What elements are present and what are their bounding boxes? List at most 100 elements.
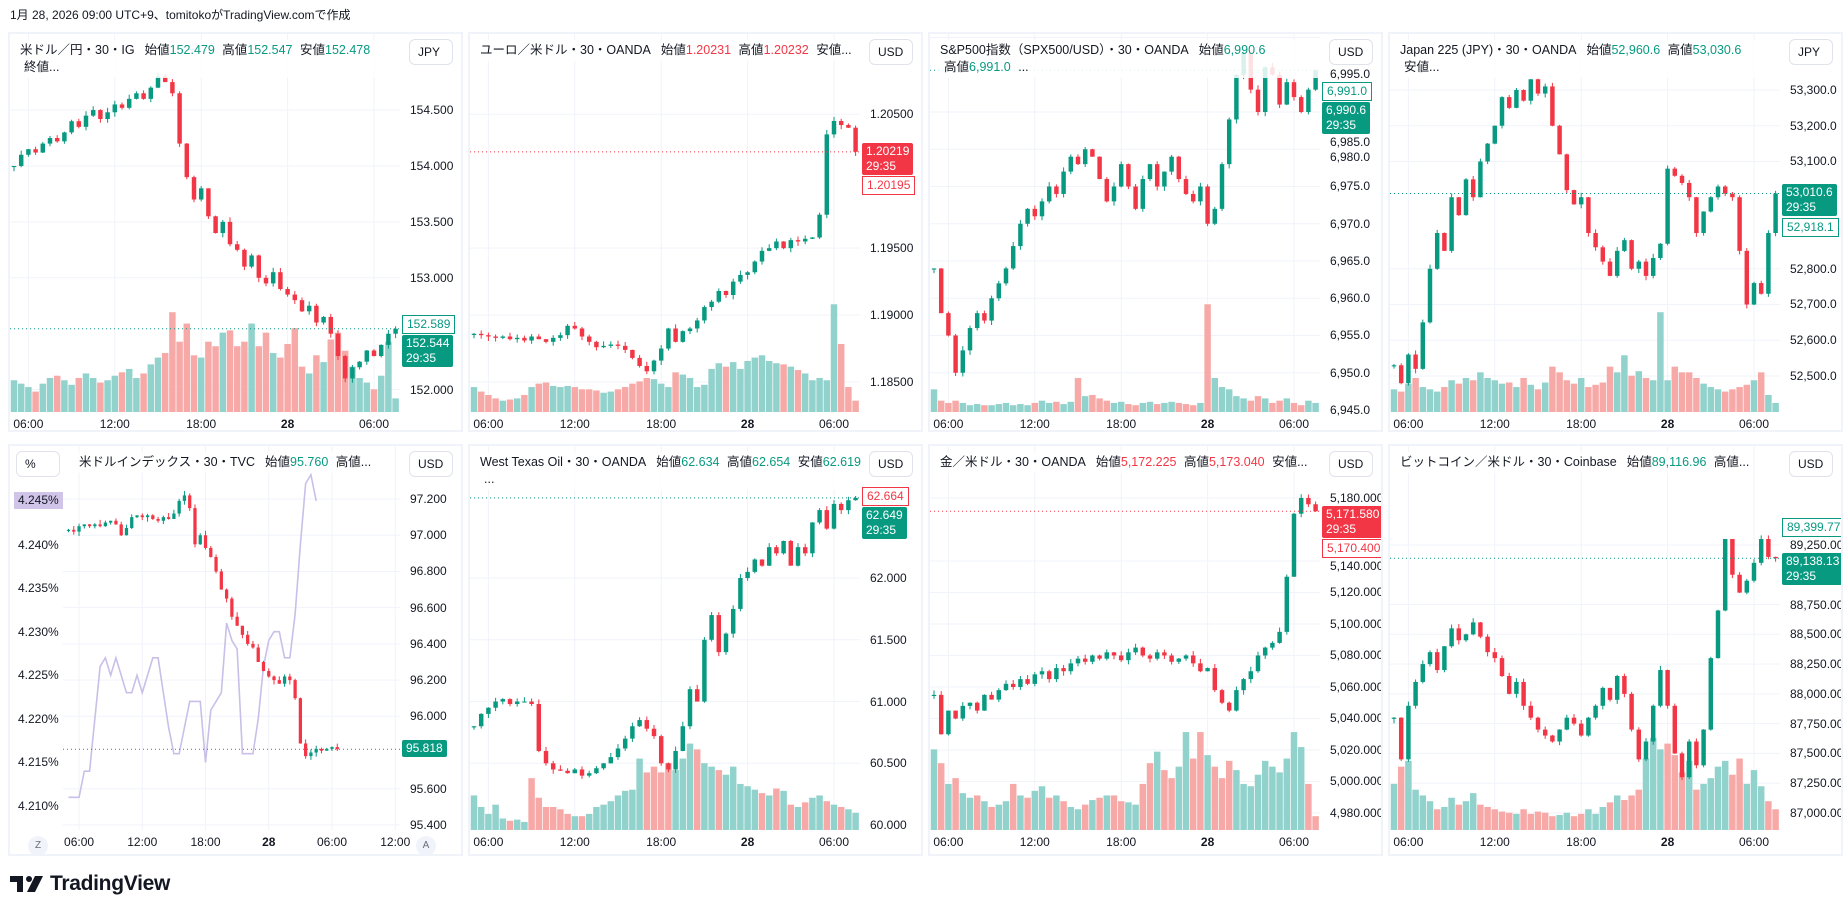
currency-button[interactable]: USD (1789, 451, 1833, 477)
symbol-name[interactable]: West Texas Oil・30・OANDA (480, 455, 647, 469)
candle-body (831, 503, 837, 529)
volume-bar (470, 795, 478, 830)
volume-bar (1290, 732, 1298, 830)
symbol-name[interactable]: ユーロ／米ドル・30・OANDA (480, 43, 651, 57)
volume-bar (852, 400, 859, 412)
chart-panel[interactable]: Japan 225 (JPY)・30・OANDA 始値52,960.6 高値53,… (1388, 32, 1843, 432)
volume-bar (1570, 816, 1578, 830)
plot-area[interactable] (930, 34, 1320, 412)
plot-area[interactable] (1390, 34, 1780, 412)
volume-bar (1549, 816, 1556, 830)
volume-bar (1549, 366, 1556, 412)
plot-area[interactable] (470, 34, 860, 412)
volume-bar (25, 387, 32, 412)
candle-body (1528, 79, 1534, 101)
scale-left-button[interactable]: Z (28, 836, 48, 854)
plot-area[interactable] (930, 446, 1320, 830)
volume-bar (320, 362, 327, 412)
candle-body (82, 524, 86, 527)
volume-bar (715, 770, 723, 830)
symbol-name[interactable]: 米ドルインデックス・30・TVC (79, 455, 256, 469)
tradingview-logo[interactable]: TradingView (10, 872, 170, 896)
volume-bar (1017, 404, 1024, 412)
symbol-name[interactable]: 金／米ドル・30・OANDA (940, 455, 1086, 469)
currency-button[interactable]: USD (409, 451, 453, 477)
unit-button[interactable]: % (16, 451, 60, 477)
candle-body (1478, 161, 1483, 198)
plot-area[interactable] (10, 34, 400, 412)
candle-body (1578, 197, 1584, 205)
price-tick: 88,750.00 (1790, 597, 1843, 612)
volume-bar (1534, 389, 1542, 412)
volume-bar (1441, 387, 1448, 412)
chart-panel[interactable]: ユーロ／米ドル・30・OANDA 始値1.20231 高値1.20232 安値..… (468, 32, 923, 432)
volume-bar (780, 364, 787, 412)
volume-bar (937, 763, 945, 830)
candle-body (1643, 741, 1649, 760)
volume-bar (125, 368, 133, 412)
symbol-name[interactable]: Japan 225 (JPY)・30・OANDA (1400, 43, 1577, 57)
symbol-name[interactable]: ビットコイン／米ドル・30・Coinbase (1400, 455, 1617, 469)
candle-body (1485, 143, 1490, 162)
candle-body (938, 694, 944, 735)
candle-body (644, 720, 650, 729)
bar-countdown: 29:35 (1786, 200, 1817, 215)
tradingview-wordmark: TradingView (50, 872, 171, 895)
symbol-name[interactable]: 米ドル／円・30・IG (20, 43, 135, 57)
symbol-name[interactable]: S&P500指数（SPX500/USD）・30・OANDA (940, 43, 1189, 57)
price-tick: 1.18500 (870, 375, 914, 390)
scale-right-button[interactable]: A (416, 836, 436, 854)
volume-bar (988, 806, 995, 830)
candle-body (277, 680, 281, 684)
plot-area[interactable] (10, 446, 400, 830)
chart-panel[interactable]: 米ドル／円・30・IG 始値152.479 高値152.547 安値152.478… (8, 32, 463, 432)
volume-bar (701, 763, 708, 830)
volume-bar (1577, 377, 1585, 412)
candle-body (838, 503, 844, 511)
volume-bar (1736, 758, 1743, 830)
chart-panel[interactable]: ビットコイン／米ドル・30・Coinbase 始値89,116.96 高値... U… (1388, 444, 1843, 856)
volume-bar (629, 789, 636, 830)
candle-body (1550, 86, 1555, 126)
currency-button[interactable]: USD (869, 451, 913, 477)
chart-panel[interactable]: S&P500指数（SPX500/USD）・30・OANDA 始値6,990.6 高… (928, 32, 1383, 432)
time-tick: 28 (740, 417, 755, 431)
chart-panel[interactable]: 米ドルインデックス・30・TVC 始値95.760 高値... USD% 4.240%… (8, 444, 463, 856)
candle-body (586, 336, 592, 342)
volume-bar (1556, 372, 1563, 412)
volume-bar (1707, 778, 1715, 830)
left-price-tick: 4.240% (18, 537, 59, 552)
candle-body (1262, 647, 1268, 656)
volume-bar (1390, 389, 1398, 412)
left-price-tick: 4.235% (18, 581, 59, 596)
candle-body (1068, 663, 1074, 672)
volume-bar (650, 379, 658, 412)
plot-area[interactable] (1390, 446, 1780, 830)
chart-panel[interactable]: West Texas Oil・30・OANDA 始値62.634 高値62.654… (468, 444, 923, 856)
candle-body (810, 522, 815, 554)
volume-bar (823, 801, 831, 830)
candle-body (680, 331, 686, 342)
volume-bar (657, 383, 665, 412)
volume-bar (981, 801, 988, 830)
candle-body (1550, 735, 1555, 742)
price-tick: 52,500.0 (1790, 368, 1837, 383)
currency-button[interactable]: USD (1329, 451, 1373, 477)
candle-body (1190, 655, 1196, 664)
price-tick: 6,950.0 (1330, 365, 1371, 380)
volume-bar (535, 797, 543, 830)
volume-bar (787, 804, 795, 830)
candle-body (960, 350, 966, 373)
currency-button[interactable]: JPY (1789, 39, 1833, 65)
plot-area[interactable] (470, 446, 860, 830)
candle-body (90, 110, 96, 116)
candle-body (18, 154, 24, 166)
currency-button[interactable]: USD (869, 39, 913, 65)
volume-bar (1117, 801, 1125, 830)
chart-panel[interactable]: 金／米ドル・30・OANDA 始値5,172.225 高値5,173.040 安値… (928, 444, 1383, 856)
candle-body (69, 121, 74, 133)
candle-body (766, 248, 772, 251)
currency-button[interactable]: USD (1329, 39, 1373, 65)
volume-bar (1433, 809, 1441, 830)
currency-button[interactable]: JPY (409, 39, 453, 65)
